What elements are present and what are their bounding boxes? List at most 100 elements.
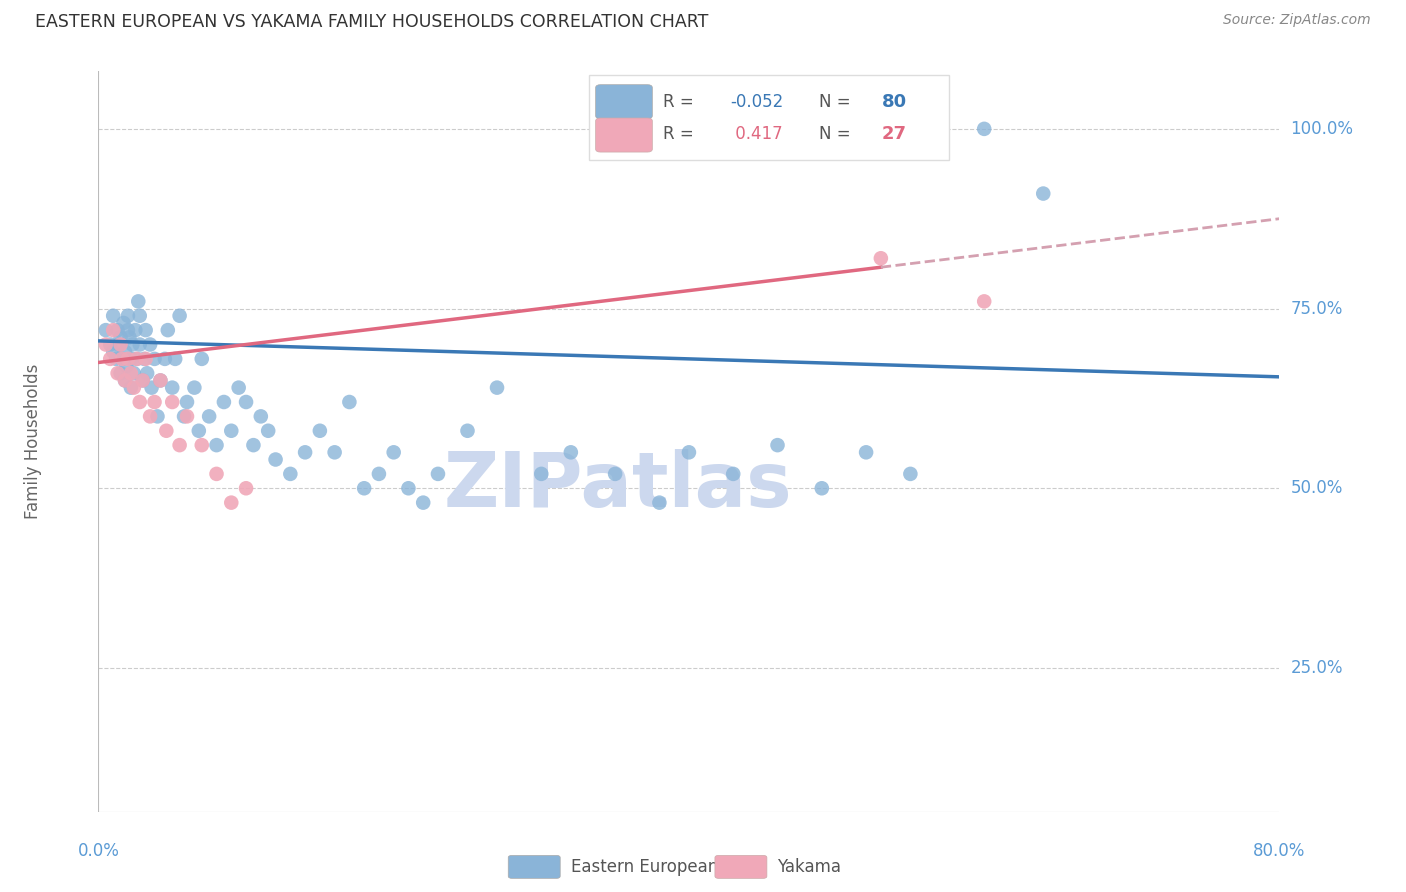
Point <box>198 409 221 424</box>
Point <box>368 467 391 481</box>
Text: Family Households: Family Households <box>24 364 42 519</box>
Point <box>257 424 280 438</box>
Point <box>264 452 287 467</box>
Point <box>146 409 169 424</box>
Text: ZIPatlas: ZIPatlas <box>444 449 793 523</box>
Point <box>134 351 156 366</box>
Point <box>353 481 375 495</box>
Point <box>117 323 139 337</box>
Point <box>165 351 187 366</box>
Point <box>114 344 136 359</box>
Text: 80: 80 <box>882 93 907 111</box>
Point <box>110 366 132 380</box>
Text: Source: ZipAtlas.com: Source: ZipAtlas.com <box>1223 13 1371 28</box>
Point <box>125 351 148 366</box>
Point <box>156 323 179 337</box>
Point <box>127 294 149 309</box>
Point <box>173 409 195 424</box>
Point <box>128 337 150 351</box>
Point <box>973 294 995 309</box>
Point <box>122 381 145 395</box>
FancyBboxPatch shape <box>596 85 652 119</box>
Point <box>242 438 264 452</box>
Point <box>136 366 159 380</box>
Point <box>94 323 117 337</box>
Text: 0.0%: 0.0% <box>77 842 120 860</box>
Text: N =: N = <box>818 93 856 111</box>
Point <box>120 366 142 380</box>
Text: R =: R = <box>664 125 699 144</box>
Point <box>427 467 450 481</box>
Point <box>132 374 155 388</box>
Point <box>124 323 146 337</box>
Point <box>721 467 744 481</box>
Point <box>118 330 141 344</box>
Point <box>169 438 191 452</box>
Text: 25.0%: 25.0% <box>1291 659 1343 677</box>
Point <box>141 381 163 395</box>
FancyBboxPatch shape <box>508 855 560 879</box>
Point <box>98 351 121 366</box>
Point <box>121 337 143 351</box>
Point <box>103 323 125 337</box>
Point <box>183 381 205 395</box>
Point <box>115 359 138 373</box>
Point <box>396 481 419 495</box>
Point <box>560 445 582 459</box>
Point <box>294 445 316 459</box>
Point <box>139 337 162 351</box>
Point <box>810 481 832 495</box>
Point <box>855 445 877 459</box>
Point <box>648 495 671 509</box>
Point <box>120 381 142 395</box>
Point <box>107 366 129 380</box>
Point <box>486 381 509 395</box>
Point <box>250 409 273 424</box>
Point <box>187 424 209 438</box>
Point <box>973 121 995 136</box>
Point <box>205 438 228 452</box>
Point <box>382 445 405 459</box>
Point <box>103 309 125 323</box>
Text: 0.417: 0.417 <box>730 125 783 144</box>
Point <box>122 366 145 380</box>
Point <box>900 467 922 481</box>
Point <box>105 351 128 366</box>
Text: 27: 27 <box>882 125 907 144</box>
Point <box>219 495 242 509</box>
Point <box>135 323 157 337</box>
Text: 50.0%: 50.0% <box>1291 479 1343 497</box>
Point <box>107 323 129 337</box>
Point <box>120 351 142 366</box>
Point <box>456 424 478 438</box>
Text: 75.0%: 75.0% <box>1291 300 1343 318</box>
Point <box>111 351 134 366</box>
Point <box>132 374 155 388</box>
Point <box>766 438 789 452</box>
Point <box>162 395 183 409</box>
FancyBboxPatch shape <box>589 75 949 161</box>
Point <box>143 351 166 366</box>
Point <box>323 445 346 459</box>
Point <box>110 337 132 351</box>
Text: 100.0%: 100.0% <box>1291 120 1354 138</box>
Text: R =: R = <box>664 93 699 111</box>
Text: -0.052: -0.052 <box>730 93 783 111</box>
Point <box>205 467 228 481</box>
Text: N =: N = <box>818 125 856 144</box>
Point <box>212 395 235 409</box>
Point <box>135 351 157 366</box>
Text: Eastern Europeans: Eastern Europeans <box>571 858 727 876</box>
Point <box>153 351 176 366</box>
Point <box>111 351 134 366</box>
Point <box>278 467 302 481</box>
Point <box>191 351 214 366</box>
FancyBboxPatch shape <box>596 118 652 152</box>
Text: 80.0%: 80.0% <box>1253 842 1306 860</box>
Point <box>235 481 257 495</box>
Point <box>117 351 139 366</box>
Point <box>98 337 121 351</box>
Point <box>605 467 627 481</box>
Point <box>1032 186 1054 201</box>
Point <box>149 374 172 388</box>
